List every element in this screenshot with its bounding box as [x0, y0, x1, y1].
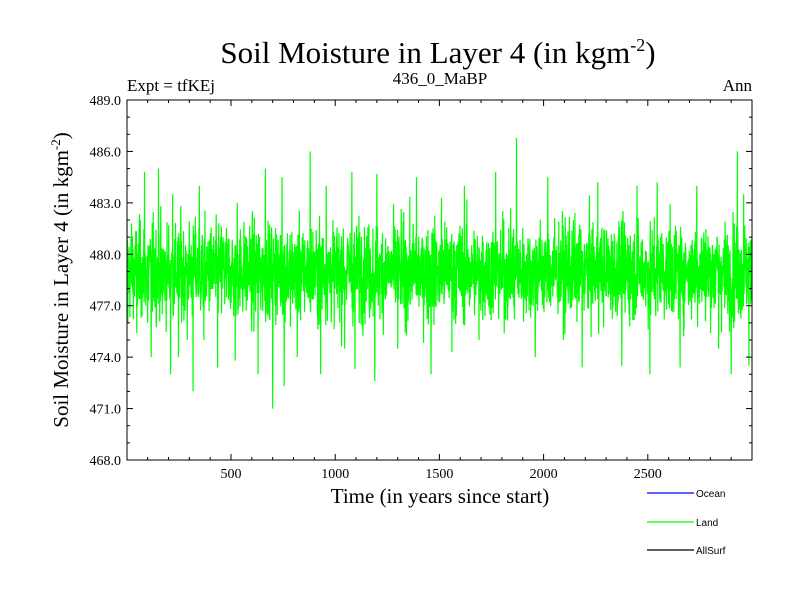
y-tick-label: 477.0 — [90, 300, 122, 315]
x-tick-label: 2000 — [530, 467, 558, 482]
y-tick-label: 474.0 — [90, 351, 122, 366]
y-axis-label: Soil Moisture in Layer 4 (in kgm-2) — [48, 132, 73, 427]
series-line-land — [127, 137, 752, 409]
chart-title: Soil Moisture in Layer 4 (in kgm-2) — [220, 35, 655, 70]
y-tick-label: 468.0 — [90, 454, 122, 469]
y-tick-label: 483.0 — [90, 197, 122, 212]
subtitle-center: 436_0_MaBP — [393, 69, 487, 88]
y-tick-label: 471.0 — [90, 403, 122, 418]
x-tick-label: 1000 — [321, 467, 349, 482]
x-axis: 500 1000 1500 2000 2500 — [147, 100, 732, 482]
legend-label-allsurf: AllSurf — [696, 546, 726, 557]
subtitle-left: Expt = tfKEj — [127, 76, 215, 95]
legend: Ocean Land AllSurf — [647, 489, 726, 557]
legend-label-land: Land — [696, 518, 718, 529]
x-axis-label: Time (in years since start) — [331, 484, 550, 508]
y-tick-label: 486.0 — [90, 145, 122, 160]
y-axis: 468.0 471.0 474.0 477.0 480.0 483.0 486.0 489.0 — [90, 94, 752, 469]
y-tick-label: 480.0 — [90, 248, 122, 263]
x-tick-label: 500 — [220, 467, 241, 482]
x-tick-label: 2500 — [634, 467, 662, 482]
subtitle-right: Ann — [723, 76, 753, 95]
legend-label-ocean: Ocean — [696, 489, 725, 500]
series-layer — [127, 137, 752, 409]
y-tick-label: 489.0 — [90, 94, 122, 109]
x-tick-label: 1500 — [425, 467, 453, 482]
